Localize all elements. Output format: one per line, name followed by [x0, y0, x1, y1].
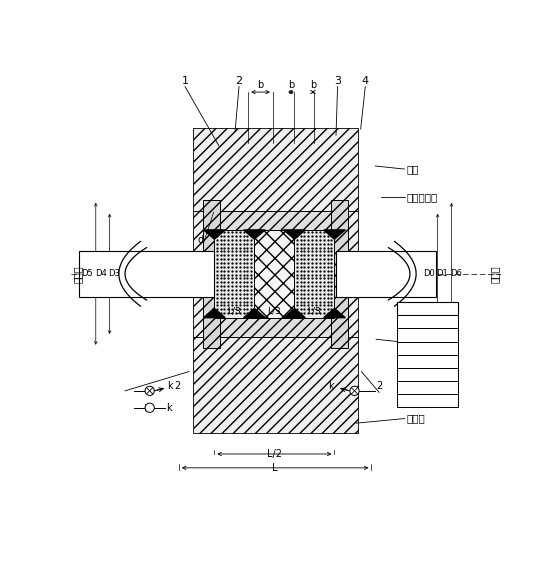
Bar [331, 200, 348, 348]
Text: L: L [272, 463, 278, 473]
Bar [397, 394, 459, 407]
Text: k: k [329, 381, 334, 391]
Polygon shape [244, 309, 265, 318]
Bar [214, 211, 336, 230]
Text: L/3: L/3 [267, 306, 281, 315]
Polygon shape [324, 309, 345, 318]
Polygon shape [204, 230, 225, 239]
Text: b: b [257, 80, 264, 90]
Text: b: b [310, 80, 316, 90]
Text: L/2: L/2 [267, 449, 282, 459]
Bar [397, 355, 459, 368]
Text: k: k [166, 403, 172, 413]
Text: 油麻: 油麻 [406, 164, 418, 174]
Circle shape [145, 403, 155, 413]
Polygon shape [283, 309, 305, 318]
Bar [203, 200, 220, 348]
Text: 銅塑復合管: 銅塑復合管 [406, 192, 437, 202]
Bar [397, 328, 459, 342]
Bar [397, 315, 459, 328]
Text: 4: 4 [362, 76, 369, 87]
Polygon shape [244, 230, 265, 239]
Bar [397, 302, 459, 315]
Text: 200: 200 [418, 396, 437, 405]
Polygon shape [283, 230, 305, 239]
Bar [79, 251, 214, 297]
Text: 125: 125 [418, 369, 437, 379]
Text: D0: D0 [423, 269, 435, 278]
Text: 100: 100 [418, 356, 437, 366]
Text: 2: 2 [376, 381, 382, 391]
Circle shape [145, 386, 155, 396]
Text: 冲击波: 冲击波 [490, 265, 499, 283]
Text: 2: 2 [174, 381, 181, 391]
Text: DN: DN [420, 304, 436, 314]
Text: 1: 1 [181, 76, 189, 87]
Bar [254, 230, 295, 318]
Text: 150: 150 [418, 382, 437, 392]
Bar [295, 230, 334, 318]
Text: D3: D3 [109, 269, 121, 278]
Text: D1: D1 [436, 269, 448, 278]
Text: 2: 2 [235, 76, 243, 87]
Bar [193, 211, 214, 337]
Text: 50: 50 [421, 317, 434, 327]
Bar [397, 381, 459, 394]
Text: 80: 80 [421, 343, 434, 353]
Text: D4: D4 [95, 269, 107, 278]
Text: 防護墻: 防護墻 [406, 413, 425, 423]
Bar [336, 211, 358, 337]
Bar [397, 368, 459, 381]
Text: D6: D6 [450, 269, 461, 278]
Text: L/3: L/3 [307, 306, 321, 315]
Bar [397, 342, 459, 355]
Text: k: k [167, 381, 172, 391]
Circle shape [350, 386, 359, 396]
Bar [214, 230, 254, 318]
Bar [193, 337, 358, 433]
Bar [336, 251, 436, 297]
Text: 冲击波: 冲击波 [73, 265, 83, 283]
Polygon shape [146, 405, 153, 411]
Text: d: d [198, 235, 204, 245]
Bar [214, 318, 336, 337]
Text: L/3: L/3 [228, 306, 241, 315]
Bar [193, 128, 358, 211]
Text: b: b [288, 80, 294, 90]
Polygon shape [324, 230, 345, 239]
Text: 石榴水泥: 石榴水泥 [406, 338, 431, 348]
Text: D5: D5 [81, 269, 93, 278]
Polygon shape [204, 309, 225, 318]
Text: 3: 3 [334, 76, 341, 87]
Text: 65: 65 [421, 330, 434, 340]
